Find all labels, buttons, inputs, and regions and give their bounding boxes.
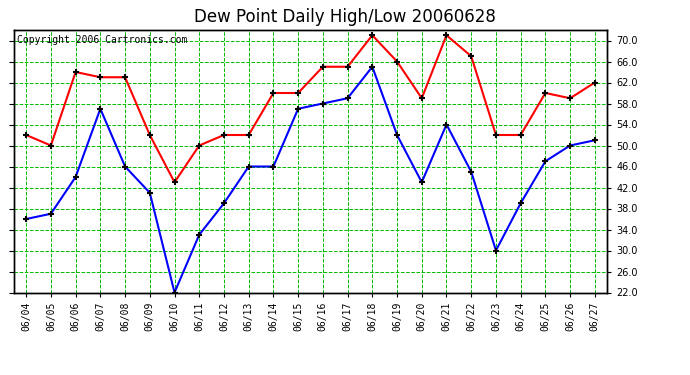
- Text: Dew Point Daily High/Low 20060628: Dew Point Daily High/Low 20060628: [194, 8, 496, 26]
- Text: Copyright 2006 Cartronics.com: Copyright 2006 Cartronics.com: [17, 35, 187, 45]
